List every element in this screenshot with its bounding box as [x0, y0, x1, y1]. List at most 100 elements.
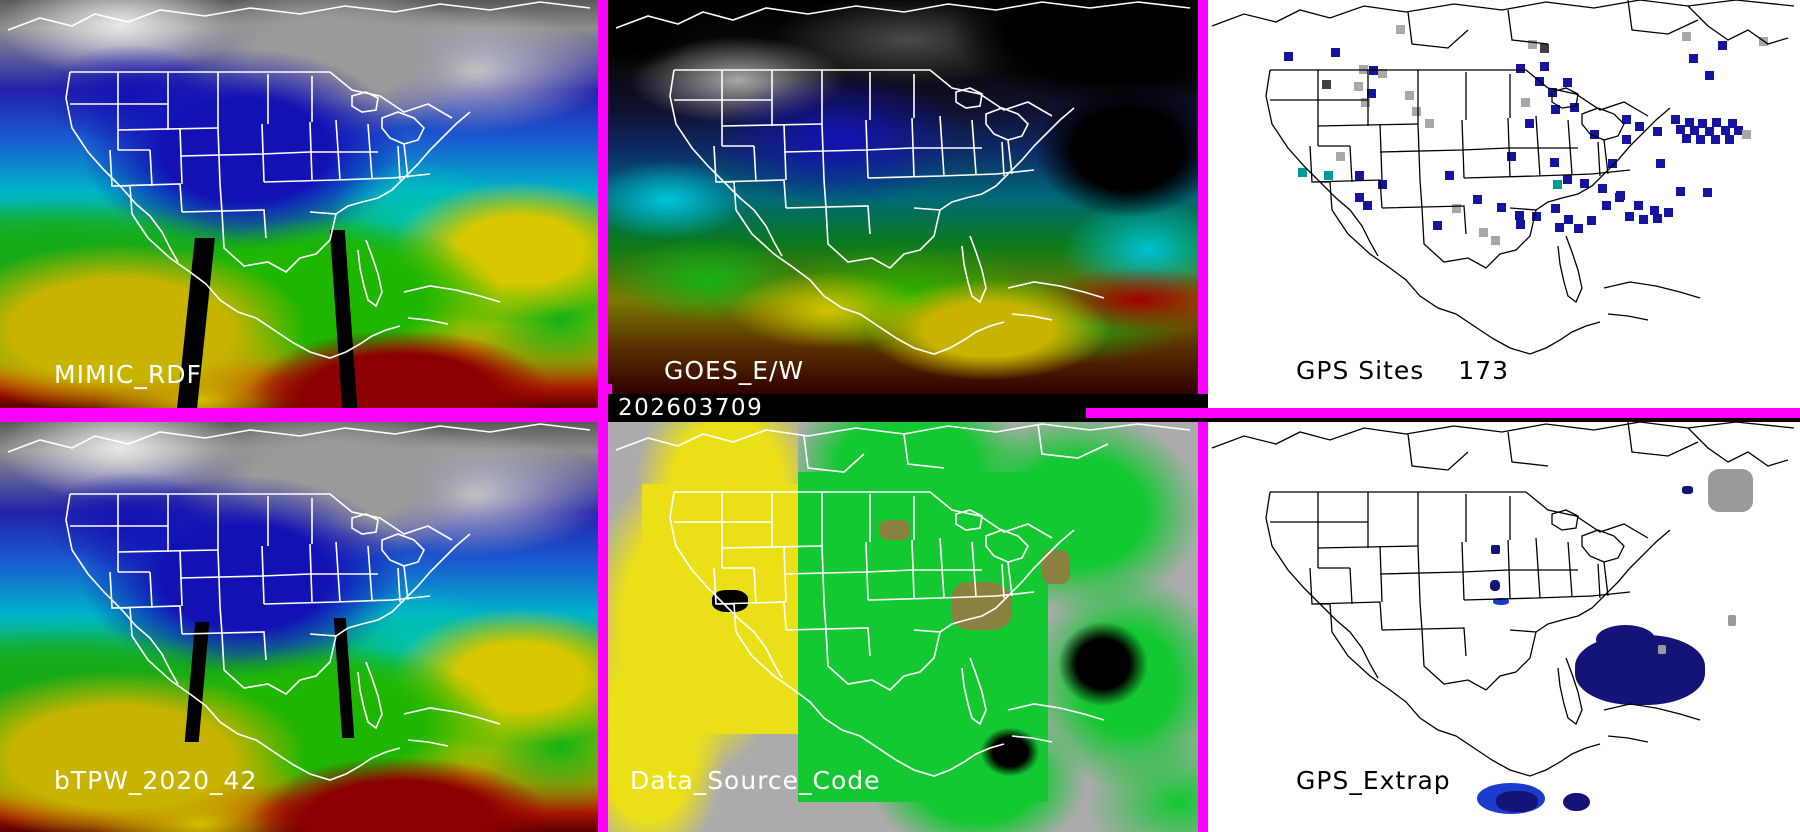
gps-site-marker — [1496, 203, 1506, 213]
panel-data-source-code[interactable]: Data_Source_Code — [608, 422, 1198, 832]
gps-site-marker — [1570, 102, 1580, 112]
gps-site-marker — [1622, 134, 1632, 144]
gps-extrap-blob — [1727, 614, 1737, 627]
separator-vertical-right-bottom — [1198, 422, 1208, 832]
gps-site-marker — [1479, 228, 1489, 238]
panel-mimic-rdf[interactable]: MIMIC_RDF — [0, 0, 598, 408]
gps-site-marker — [1335, 151, 1345, 161]
gps-site-marker — [1548, 87, 1558, 97]
gps-extrap-blob — [1490, 545, 1501, 555]
gps-site-marker — [1378, 68, 1388, 78]
gps-site-marker — [1688, 53, 1698, 63]
panel-gps-extrap[interactable]: GPS_Extrap — [1208, 422, 1800, 832]
panel-goes-ew[interactable]: GOES_E/W — [608, 0, 1198, 394]
gps-extrap-blob — [1657, 645, 1667, 654]
gps-site-marker — [1615, 192, 1625, 202]
gps-site-marker — [1551, 204, 1561, 213]
gps-site-marker — [1695, 134, 1705, 144]
gps-site-marker — [1532, 212, 1542, 222]
dsc-region-blended-ne — [1042, 550, 1070, 584]
gps-site-marker — [1635, 122, 1645, 132]
tpw-raster-mimic — [0, 0, 598, 408]
gps-site-marker — [1589, 129, 1599, 139]
gps-site-marker — [1515, 220, 1525, 230]
gps-site-marker — [1534, 76, 1544, 86]
gps-site-marker — [1634, 200, 1644, 210]
dsc-region-blended-ohio — [952, 582, 1012, 630]
panel-btpw[interactable]: bTPW_2020_42 — [0, 422, 598, 832]
gps-site-marker — [1553, 179, 1563, 189]
gps-extrap-blob — [1595, 624, 1655, 654]
gps-site-marker — [1539, 44, 1549, 54]
separator-horizontal — [0, 408, 598, 422]
gps-site-marker — [1520, 97, 1530, 107]
gps-site-marker — [1586, 216, 1596, 226]
separator-horizontal-mid — [598, 384, 612, 394]
gps-site-marker — [1515, 64, 1525, 74]
gps-extrap-blob — [1563, 793, 1590, 812]
gps-site-marker — [1655, 159, 1665, 169]
gps-site-marker — [1490, 235, 1500, 245]
gps-site-marker — [1358, 65, 1368, 75]
gps-site-marker — [1424, 119, 1434, 129]
gps-site-marker — [1741, 129, 1751, 139]
gps-site-marker — [1563, 77, 1573, 87]
gps-site-marker — [1638, 215, 1648, 225]
goes-mask-left — [608, 0, 728, 90]
gps-site-marker — [1579, 178, 1589, 188]
gps-site-marker — [1411, 106, 1421, 116]
gps-site-marker — [1675, 124, 1685, 134]
gps-extrap-blob — [1681, 485, 1694, 494]
gps-site-marker — [1733, 126, 1743, 136]
gps-extrap-blob — [1496, 791, 1538, 812]
gps-site-marker — [1363, 200, 1373, 210]
gps-site-marker — [1727, 119, 1737, 129]
gps-site-marker — [1551, 105, 1561, 115]
panel-gps-sites[interactable]: GPS Sites 173 — [1208, 0, 1800, 408]
gps-site-marker — [1712, 118, 1722, 128]
gps-site-marker — [1601, 200, 1611, 210]
gps-site-marker — [1653, 213, 1663, 223]
gps-site-marker — [1702, 188, 1712, 198]
separator-vertical-left — [598, 0, 608, 422]
gps-site-marker — [1404, 90, 1414, 100]
gps-site-marker — [1718, 40, 1728, 50]
gps-site-marker — [1681, 133, 1691, 143]
gps-site-marker — [1366, 88, 1376, 98]
gps-site-marker — [1608, 159, 1618, 169]
gps-site-marker — [1725, 134, 1735, 144]
gps-site-marker — [1622, 115, 1632, 125]
separator-horizontal-right — [1086, 408, 1800, 418]
gps-site-marker — [1705, 71, 1715, 81]
gps-site-marker — [1720, 125, 1730, 135]
gps-site-marker — [1524, 119, 1534, 129]
gps-site-marker — [1444, 171, 1454, 181]
gps-site-marker — [1685, 117, 1695, 127]
goes-mask-right — [1038, 90, 1198, 230]
gps-site-marker — [1353, 81, 1363, 91]
gps-site-marker — [1432, 221, 1442, 231]
gps-site-marker — [1539, 62, 1549, 72]
gps-extrap-blob — [1708, 469, 1753, 513]
gps-site-marker — [1624, 212, 1634, 222]
gps-site-marker — [1649, 206, 1659, 216]
gps-site-marker — [1663, 208, 1673, 218]
gps-site-marker — [1506, 151, 1516, 161]
gps-site-marker — [1705, 127, 1715, 137]
gps-site-marker — [1283, 52, 1293, 62]
gps-site-marker — [1396, 25, 1406, 35]
gps-site-marker — [1573, 223, 1583, 233]
gps-site-marker — [1698, 119, 1708, 129]
gps-site-marker — [1369, 66, 1379, 76]
gps-site-marker — [1563, 175, 1573, 185]
gps-site-marker — [1322, 79, 1332, 89]
gps-site-marker — [1597, 184, 1607, 194]
gps-site-marker — [1297, 168, 1307, 178]
gps-site-marker — [1378, 179, 1388, 189]
separator-vertical-left-bottom — [598, 422, 608, 832]
gps-site-marker — [1675, 186, 1685, 196]
gps-site-marker — [1473, 195, 1483, 205]
dsc-region-cloud-gulf — [968, 712, 1048, 782]
separator-vertical-right — [1198, 0, 1208, 394]
